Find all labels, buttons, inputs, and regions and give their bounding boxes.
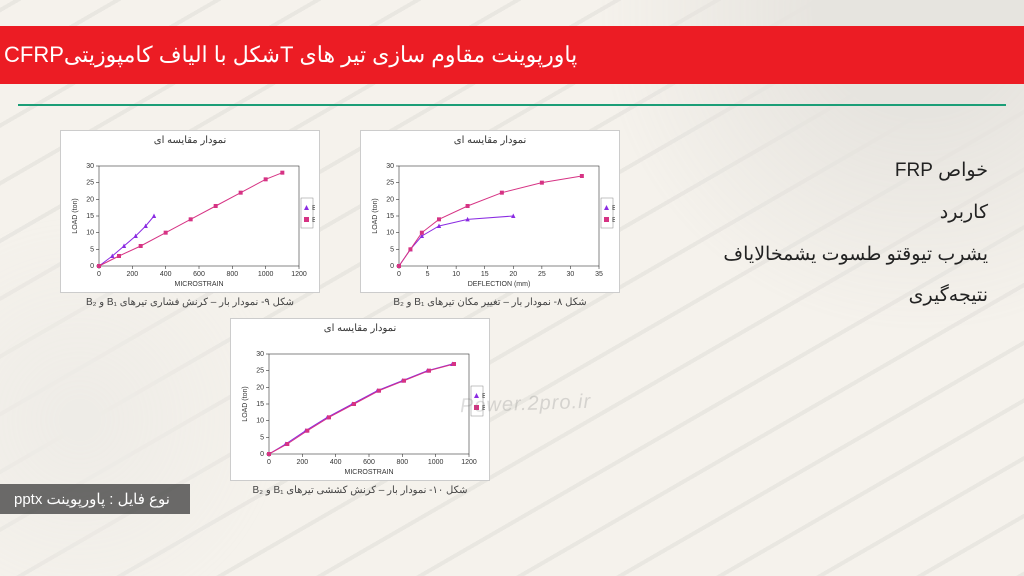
svg-text:200: 200 <box>126 271 138 278</box>
title-main: مقاوم سازی تیر های <box>300 42 486 68</box>
chart-2: نمودار مقایسه ای 0 5 10 15 20 25 30 35 0 5 10 15 20 2… <box>360 130 620 293</box>
svg-text:0: 0 <box>90 263 94 270</box>
svg-text:800: 800 <box>226 271 238 278</box>
sidebar-list: خواص FRP کاربرد یشرب تیوقتو طسوت یشمخالا… <box>723 150 988 317</box>
charts-area: نمودار مقایسه ای 02004006008001000120005… <box>60 130 660 496</box>
svg-text:B₂: B₂ <box>312 217 315 224</box>
chart-2-wrap: نمودار مقایسه ای 0 5 10 15 20 25 30 35 0 5 10 15 20 2… <box>360 130 620 308</box>
svg-text:5: 5 <box>390 246 394 253</box>
svg-text:25: 25 <box>386 180 394 187</box>
svg-text:1000: 1000 <box>258 271 274 278</box>
svg-text:15: 15 <box>481 271 489 278</box>
title-middle: T <box>280 42 293 68</box>
svg-text:B1: B1 <box>482 393 485 400</box>
file-type-tag: نوع فایل : پاورپوینت pptx <box>0 484 190 514</box>
svg-text:20: 20 <box>256 384 264 391</box>
svg-text:20: 20 <box>509 271 517 278</box>
chart-3-caption: شکل ۱۰‑ نمودار بار – کرنش کششی تیرهای B₁… <box>230 485 490 496</box>
svg-text:10: 10 <box>452 271 460 278</box>
svg-text:25: 25 <box>538 271 546 278</box>
title-suffix: CFRP <box>4 42 64 68</box>
svg-text:10: 10 <box>386 230 394 237</box>
svg-text:15: 15 <box>256 401 264 408</box>
chart-3-wrap: نمودار مقایسه ای 0 200 400 600 800 1000 1200 0 5… <box>230 318 490 496</box>
svg-text:LOAD (ton): LOAD (ton) <box>242 386 249 421</box>
svg-text:15: 15 <box>386 213 394 220</box>
svg-text:30: 30 <box>86 163 94 170</box>
svg-text:0: 0 <box>260 451 264 458</box>
svg-text:25: 25 <box>86 180 94 187</box>
chart-1-caption: شکل ۹‑ نمودار بار – کرنش فشاری تیرهای B₁… <box>60 297 320 308</box>
svg-text:5: 5 <box>426 271 430 278</box>
svg-text:400: 400 <box>160 271 172 278</box>
svg-text:800: 800 <box>396 459 408 466</box>
chart-2-svg: 0 5 10 15 20 25 30 35 0 5 10 15 20 25 30 DEFLECTION (mm… <box>365 148 615 288</box>
svg-text:400: 400 <box>330 459 342 466</box>
svg-text:10: 10 <box>256 418 264 425</box>
svg-text:B₁: B₁ <box>312 205 315 212</box>
svg-text:B2: B2 <box>482 405 485 412</box>
svg-text:600: 600 <box>193 271 205 278</box>
chart-row-2: نمودار مقایسه ای 0 200 400 600 800 1000 1200 0 5… <box>60 318 660 496</box>
svg-text:1200: 1200 <box>461 459 477 466</box>
svg-text:30: 30 <box>386 163 394 170</box>
svg-text:B₁: B₁ <box>612 205 615 212</box>
chart-1: نمودار مقایسه ای 0 200 400 600 800 1000 1200 0 5… <box>60 130 320 293</box>
svg-text:10: 10 <box>86 230 94 237</box>
svg-text:0: 0 <box>97 271 101 278</box>
svg-text:LOAD (ton): LOAD (ton) <box>72 198 79 233</box>
svg-text:5: 5 <box>260 434 264 441</box>
svg-text:20: 20 <box>386 196 394 203</box>
svg-text:DEFLECTION (mm): DEFLECTION (mm) <box>468 281 531 288</box>
svg-text:5: 5 <box>90 246 94 253</box>
svg-text:35: 35 <box>595 271 603 278</box>
svg-text:25: 25 <box>256 368 264 375</box>
list-item: کاربرد <box>723 192 988 234</box>
chart-1-title: نمودار مقایسه ای <box>154 135 226 146</box>
list-item: نتیجه‌گیری <box>723 275 988 317</box>
svg-text:0: 0 <box>390 263 394 270</box>
svg-text:30: 30 <box>256 351 264 358</box>
svg-text:LOAD (ton): LOAD (ton) <box>372 198 379 233</box>
svg-text:MICROSTRAIN: MICROSTRAIN <box>345 469 394 476</box>
title-rest: شکل با الیاف کامپوزیتی <box>64 42 280 68</box>
svg-text:MICROSTRAIN: MICROSTRAIN <box>175 281 224 288</box>
chart-2-caption: شکل ۸‑ نمودار بار – تغییر مکان تیرهای B₁… <box>360 297 620 308</box>
svg-text:1200: 1200 <box>291 271 307 278</box>
chart-3: نمودار مقایسه ای 0 200 400 600 800 1000 1200 0 5… <box>230 318 490 481</box>
chart-2-title: نمودار مقایسه ای <box>454 135 526 146</box>
divider-line <box>18 104 1006 106</box>
list-item: خواص FRP <box>723 150 988 192</box>
chart-3-title: نمودار مقایسه ای <box>324 323 396 334</box>
svg-text:200: 200 <box>296 459 308 466</box>
svg-text:1000: 1000 <box>428 459 444 466</box>
chart-1-wrap: نمودار مقایسه ای 0 200 400 600 800 1000 1200 0 5… <box>60 130 320 308</box>
svg-text:600: 600 <box>363 459 375 466</box>
svg-text:15: 15 <box>86 213 94 220</box>
chart-3-svg: 0 200 400 600 800 1000 1200 0 5 10 15 20 25 30 MICROST… <box>235 336 485 476</box>
chart-row-1: نمودار مقایسه ای 02004006008001000120005… <box>60 130 660 308</box>
svg-text:30: 30 <box>567 271 575 278</box>
title-bar: پاورپوینت مقاوم سازی تیر های T شکل با ال… <box>0 26 1024 84</box>
svg-text:0: 0 <box>397 271 401 278</box>
list-item: یشرب تیوقتو طسوت یشمخالایاف <box>723 234 988 276</box>
svg-text:B₂: B₂ <box>612 217 615 224</box>
svg-text:0: 0 <box>267 459 271 466</box>
chart-1-svg: 0 200 400 600 800 1000 1200 0 5 10 15 20 25 30 MICROST… <box>65 148 315 288</box>
title-prefix: پاورپوینت <box>491 42 577 68</box>
svg-text:20: 20 <box>86 196 94 203</box>
